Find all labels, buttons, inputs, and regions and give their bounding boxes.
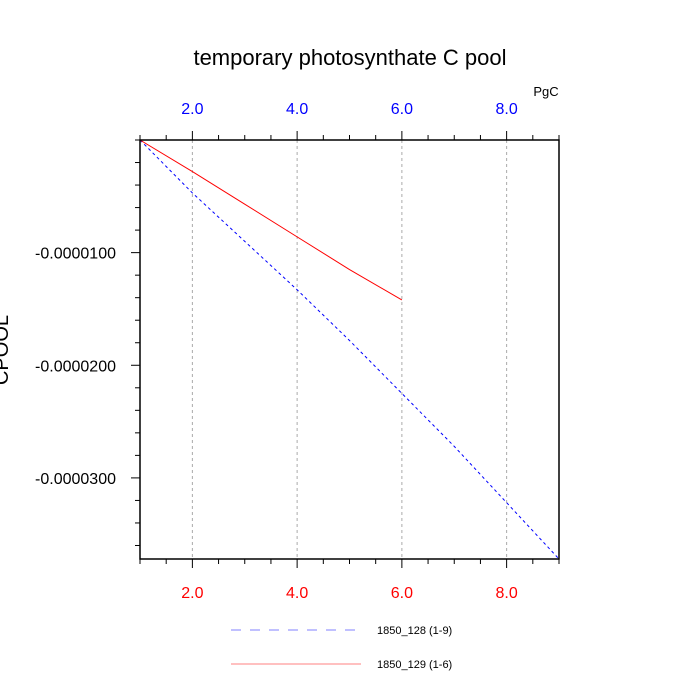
legend-label-1: 1850_128 (1-9)	[377, 625, 452, 637]
series-line-2	[139, 139, 403, 301]
series-line-1	[139, 139, 560, 560]
y-axis-label: CPOOL	[0, 315, 13, 385]
x-top-tick-label: 2.0	[181, 101, 203, 118]
y-tick-label: -0.0000300	[35, 471, 116, 488]
grid-layer	[191, 140, 508, 559]
x-top-tick-label: 4.0	[286, 101, 308, 118]
x-top-tick-label: 6.0	[391, 101, 413, 118]
x-top-tick-label: 8.0	[496, 101, 518, 118]
plot-frame	[139, 139, 560, 560]
x-bottom-tick-label: 6.0	[391, 585, 413, 602]
y-tick-label: -0.0000200	[35, 358, 116, 375]
legend: 1850_128 (1-9) 1850_129 (1-6)	[231, 625, 452, 671]
tick-layer: 2.0 2.0 4.0 4.0 6.0 6.0 8.0 8.0 -0.0000100 -0.000…	[35, 101, 560, 602]
chart-title: temporary photosynthate C pool	[193, 45, 506, 70]
top-axis-unit: PgC	[533, 84, 558, 99]
series-layer	[139, 139, 560, 560]
x-bottom-tick-label: 4.0	[286, 585, 308, 602]
x-bottom-tick-label: 8.0	[496, 585, 518, 602]
y-tick-label: -0.0000100	[35, 246, 116, 263]
legend-label-2: 1850_129 (1-6)	[377, 659, 452, 671]
x-bottom-tick-label: 2.0	[181, 585, 203, 602]
